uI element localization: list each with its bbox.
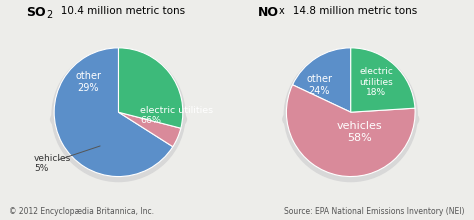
- Text: electric
utilities
18%: electric utilities 18%: [360, 67, 393, 97]
- Text: Source: EPA National Emissions Inventory (NEI): Source: EPA National Emissions Inventory…: [284, 207, 465, 216]
- Text: © 2012 Encyclopædia Britannica, Inc.: © 2012 Encyclopædia Britannica, Inc.: [9, 207, 155, 216]
- Wedge shape: [351, 48, 415, 112]
- Text: NO: NO: [258, 6, 279, 18]
- Text: electric utilities
66%: electric utilities 66%: [140, 106, 213, 125]
- Text: vehicles
5%: vehicles 5%: [34, 154, 72, 173]
- Circle shape: [52, 49, 185, 182]
- Circle shape: [284, 49, 417, 182]
- Wedge shape: [286, 85, 415, 176]
- Text: other
24%: other 24%: [306, 74, 332, 96]
- Text: 2: 2: [46, 10, 53, 20]
- Wedge shape: [118, 48, 183, 128]
- Wedge shape: [118, 112, 181, 147]
- Text: x: x: [279, 6, 284, 15]
- Text: 14.8 million metric tons: 14.8 million metric tons: [283, 6, 418, 15]
- Text: 10.4 million metric tons: 10.4 million metric tons: [51, 6, 185, 15]
- Wedge shape: [292, 48, 351, 112]
- Ellipse shape: [50, 100, 187, 139]
- Text: SO: SO: [26, 6, 46, 18]
- Text: other
29%: other 29%: [75, 71, 101, 93]
- Wedge shape: [54, 48, 173, 176]
- Text: vehicles
58%: vehicles 58%: [337, 121, 382, 143]
- Ellipse shape: [282, 100, 419, 139]
